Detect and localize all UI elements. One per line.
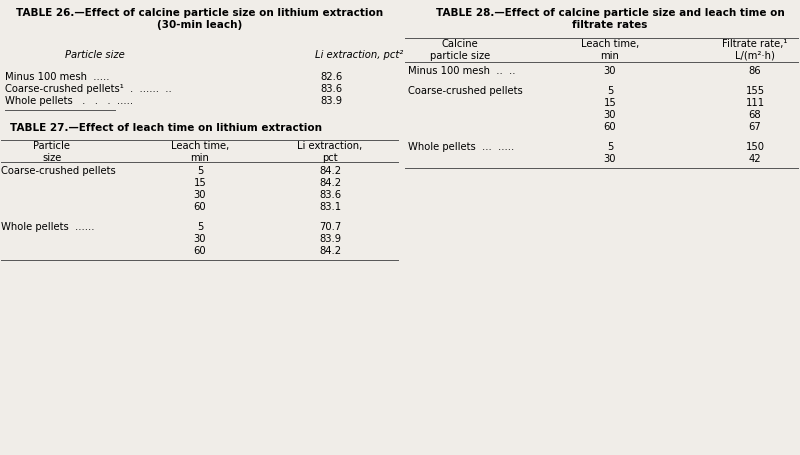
Text: Filtrate rate,¹
L/(m²·h): Filtrate rate,¹ L/(m²·h) xyxy=(722,39,788,61)
Text: Particle
size: Particle size xyxy=(34,141,70,162)
Text: 30: 30 xyxy=(604,110,616,120)
Text: 84.2: 84.2 xyxy=(319,178,341,188)
Text: 30: 30 xyxy=(604,66,616,76)
Text: 83.9: 83.9 xyxy=(319,234,341,244)
Text: Coarse-crushed pellets¹  .  ......  ..: Coarse-crushed pellets¹ . ...... .. xyxy=(5,84,172,94)
Text: Minus 100 mesh  ..  ..: Minus 100 mesh .. .. xyxy=(408,66,515,76)
Text: 83.1: 83.1 xyxy=(319,202,341,212)
Text: 30: 30 xyxy=(604,154,616,164)
Text: Particle size: Particle size xyxy=(65,50,125,60)
Text: 30: 30 xyxy=(194,234,206,244)
Text: 67: 67 xyxy=(749,122,762,132)
Text: 70.7: 70.7 xyxy=(319,222,341,232)
Text: Coarse-crushed pellets: Coarse-crushed pellets xyxy=(408,86,522,96)
Text: 15: 15 xyxy=(194,178,206,188)
Text: TABLE 27.—Effect of leach time on lithium extraction: TABLE 27.—Effect of leach time on lithiu… xyxy=(10,123,322,133)
Text: 155: 155 xyxy=(746,86,765,96)
Text: 60: 60 xyxy=(604,122,616,132)
Text: Leach time,
min: Leach time, min xyxy=(171,141,229,162)
Text: 150: 150 xyxy=(746,142,765,152)
Text: 15: 15 xyxy=(604,98,616,108)
Text: 86: 86 xyxy=(749,66,762,76)
Text: 5: 5 xyxy=(607,142,613,152)
Text: Whole pellets   .   .   .  .....: Whole pellets . . . ..... xyxy=(5,96,133,106)
Text: 30: 30 xyxy=(194,190,206,200)
Text: 83.9: 83.9 xyxy=(320,96,342,106)
Text: Leach time,
min: Leach time, min xyxy=(581,39,639,61)
Text: Li extraction, pct²: Li extraction, pct² xyxy=(315,50,403,60)
Text: 111: 111 xyxy=(746,98,765,108)
Text: (30-min leach): (30-min leach) xyxy=(158,20,242,30)
Text: TABLE 26.—Effect of calcine particle size on lithium extraction: TABLE 26.—Effect of calcine particle siz… xyxy=(17,8,383,18)
Text: Calcine
particle size: Calcine particle size xyxy=(430,39,490,61)
Text: Minus 100 mesh  .....: Minus 100 mesh ..... xyxy=(5,72,110,82)
Text: Li extraction,
pct: Li extraction, pct xyxy=(298,141,362,162)
Text: Coarse-crushed pellets: Coarse-crushed pellets xyxy=(1,166,116,176)
Text: 5: 5 xyxy=(197,166,203,176)
Text: Whole pellets  ......: Whole pellets ...... xyxy=(1,222,94,232)
Text: filtrate rates: filtrate rates xyxy=(572,20,648,30)
Text: 68: 68 xyxy=(749,110,762,120)
Text: 84.2: 84.2 xyxy=(319,166,341,176)
Text: 60: 60 xyxy=(194,246,206,256)
Text: 82.6: 82.6 xyxy=(320,72,342,82)
Text: 5: 5 xyxy=(607,86,613,96)
Text: TABLE 28.—Effect of calcine particle size and leach time on: TABLE 28.—Effect of calcine particle siz… xyxy=(436,8,784,18)
Text: 60: 60 xyxy=(194,202,206,212)
Text: 83.6: 83.6 xyxy=(319,190,341,200)
Text: 42: 42 xyxy=(749,154,762,164)
Text: Whole pellets  ...  .....: Whole pellets ... ..... xyxy=(408,142,514,152)
Text: 84.2: 84.2 xyxy=(319,246,341,256)
Text: 83.6: 83.6 xyxy=(320,84,342,94)
Text: 5: 5 xyxy=(197,222,203,232)
